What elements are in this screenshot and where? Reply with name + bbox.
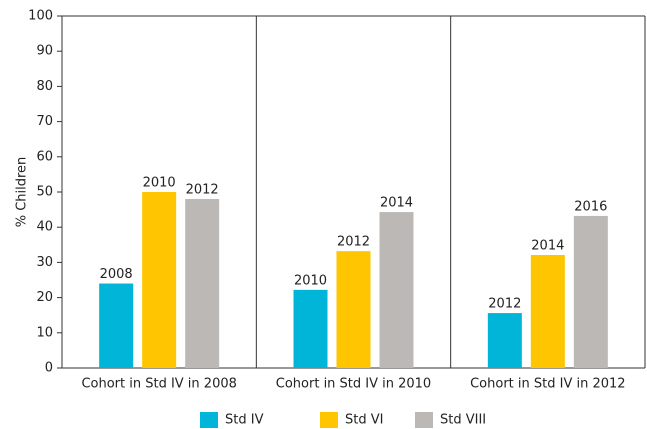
bar <box>379 212 414 368</box>
legend-label: Std VIII <box>440 413 486 428</box>
bar <box>487 313 522 368</box>
y-tick-label: 10 <box>36 325 53 340</box>
bar <box>336 251 371 368</box>
y-tick-label: 90 <box>36 44 53 59</box>
bar <box>185 199 220 368</box>
x-tick-label: Cohort in Std IV in 2012 <box>470 377 625 392</box>
x-tick-label: Cohort in Std IV in 2008 <box>81 377 236 392</box>
x-tick-label: Cohort in Std IV in 2010 <box>276 377 431 392</box>
legend-swatch <box>415 412 433 428</box>
bar <box>99 283 134 368</box>
bar <box>573 215 608 368</box>
bar-label: 2014 <box>380 196 413 211</box>
bar-label: 2010 <box>143 176 176 191</box>
y-axis-title: % Children <box>15 157 30 228</box>
bar-label: 2014 <box>531 239 564 254</box>
bar-label: 2010 <box>294 273 327 288</box>
y-tick-label: 60 <box>36 149 53 164</box>
legend-label: Std VI <box>345 413 383 428</box>
bar <box>530 255 565 368</box>
bar <box>142 192 177 368</box>
y-tick-label: 50 <box>36 185 53 200</box>
legend-label: Std IV <box>225 413 264 428</box>
legend-swatch <box>320 412 338 428</box>
legend-swatch <box>200 412 218 428</box>
bar-label: 2012 <box>186 183 219 198</box>
bar-label: 2012 <box>337 235 370 250</box>
y-tick-label: 70 <box>36 114 53 129</box>
y-tick-label: 80 <box>36 79 53 94</box>
bar-label: 2012 <box>488 297 521 312</box>
bar-label: 2008 <box>100 267 133 282</box>
bar-label: 2016 <box>574 199 607 214</box>
y-tick-label: 40 <box>36 220 53 235</box>
y-tick-label: 30 <box>36 255 53 270</box>
y-tick-label: 0 <box>45 361 53 376</box>
bar <box>293 289 328 368</box>
y-tick-label: 20 <box>36 290 53 305</box>
y-tick-label: 100 <box>28 9 53 24</box>
